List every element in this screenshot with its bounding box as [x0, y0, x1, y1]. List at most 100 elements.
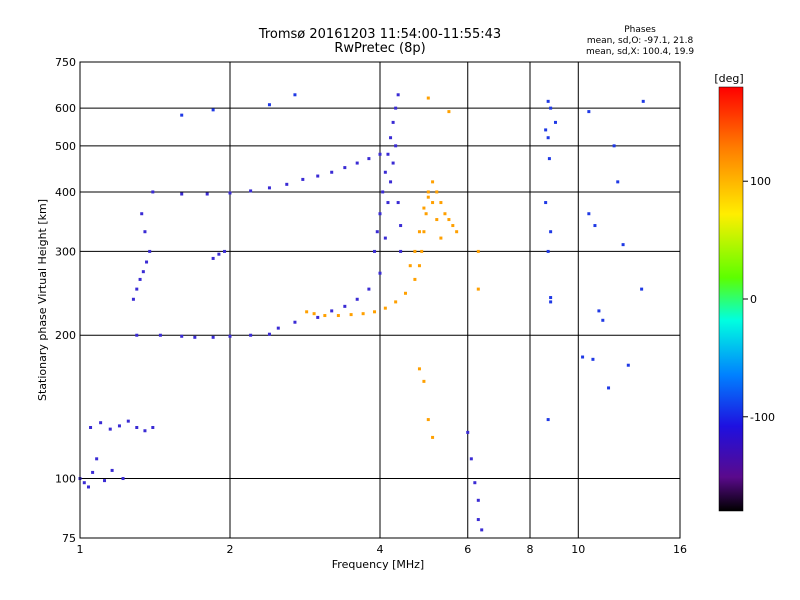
data-point [110, 468, 114, 472]
data-point [422, 206, 426, 210]
x-tick-label: 1 [77, 543, 84, 556]
x-axis-ticks: 1 2 4 6 8 10 16 [77, 543, 688, 556]
data-point [422, 230, 426, 234]
data-point [361, 312, 365, 316]
data-point [228, 334, 232, 338]
data-point [389, 136, 393, 140]
data-point [378, 212, 382, 216]
data-point [117, 424, 121, 428]
y-tick-label: 600 [55, 102, 76, 115]
data-point [143, 429, 147, 433]
data-point [378, 152, 382, 156]
data-point [417, 264, 421, 268]
data-point [601, 318, 605, 322]
data-point [597, 309, 601, 313]
data-point [587, 212, 591, 216]
data-point [228, 191, 232, 195]
data-point [476, 518, 480, 522]
data-point [293, 93, 297, 97]
data-point [312, 312, 316, 316]
data-point [426, 418, 430, 422]
data-point [211, 108, 215, 112]
data-point [276, 326, 280, 330]
data-point [249, 333, 253, 337]
data-point [383, 236, 387, 240]
data-point [193, 335, 197, 339]
data-point [549, 296, 553, 300]
data-point [82, 481, 86, 485]
data-point [422, 379, 426, 383]
data-point [267, 186, 271, 190]
data-point [549, 230, 553, 234]
data-point [143, 230, 147, 234]
data-point [108, 427, 112, 431]
y-tick-label: 75 [62, 532, 76, 545]
data-point [616, 180, 620, 184]
data-point [367, 157, 371, 161]
data-point [476, 249, 480, 253]
data-point [435, 218, 439, 222]
data-point [547, 157, 551, 161]
y-tick-label: 100 [55, 473, 76, 486]
data-point [396, 201, 400, 205]
phase-legend-o-stats: mean, sd,O: -97.1, 21.8 [587, 36, 694, 46]
x-axis-label: Frequency [MHz] [332, 558, 424, 571]
plot-frame [79, 61, 681, 539]
data-point [223, 249, 227, 253]
data-point [316, 315, 320, 319]
data-point [293, 320, 297, 324]
data-point [99, 421, 103, 425]
data-point [383, 306, 387, 310]
data-point [301, 177, 305, 181]
data-point [180, 192, 184, 196]
y-tick-label: 750 [55, 56, 76, 69]
colorbar-tick-label: -100 [750, 411, 775, 424]
data-point [591, 357, 595, 361]
data-point [431, 435, 435, 439]
data-point [126, 419, 130, 423]
data-point [587, 110, 591, 114]
data-point [403, 291, 407, 295]
colorbar-tick-label: 100 [750, 175, 771, 188]
x-tick-label: 10 [571, 543, 585, 556]
data-point [378, 271, 382, 275]
y-tick-label: 500 [55, 140, 76, 153]
data-point [135, 333, 139, 337]
phase-legend-x-stats: mean, sd,X: 100.4, 19.9 [586, 47, 694, 57]
data-point [141, 270, 145, 274]
x-tick-label: 2 [227, 543, 234, 556]
data-point [431, 201, 435, 205]
data-point [431, 180, 435, 184]
data-point [316, 174, 320, 178]
data-point [373, 310, 377, 314]
data-point [612, 144, 616, 148]
colorbar-ticks: 100 0 -100 [743, 175, 775, 424]
data-point [426, 195, 430, 199]
data-point [267, 103, 271, 107]
data-point [391, 161, 395, 165]
data-point [546, 99, 550, 103]
data-point [544, 201, 548, 205]
colorbar [718, 86, 744, 512]
data-point [417, 230, 421, 234]
data-point [424, 212, 428, 216]
data-point [148, 249, 152, 253]
data-point [469, 457, 473, 461]
data-point [435, 190, 439, 194]
data-point [408, 264, 412, 268]
data-point [375, 230, 379, 234]
data-point [95, 457, 99, 461]
data-point [626, 363, 630, 367]
data-point [349, 313, 353, 317]
data-point [447, 110, 451, 114]
data-point [439, 236, 443, 240]
data-point [466, 430, 470, 434]
data-point [447, 218, 451, 222]
x-tick-label: 16 [673, 543, 687, 556]
data-point [389, 180, 393, 184]
data-point [476, 287, 480, 291]
data-point [211, 256, 215, 260]
data-point [473, 481, 477, 485]
data-point [267, 332, 271, 336]
